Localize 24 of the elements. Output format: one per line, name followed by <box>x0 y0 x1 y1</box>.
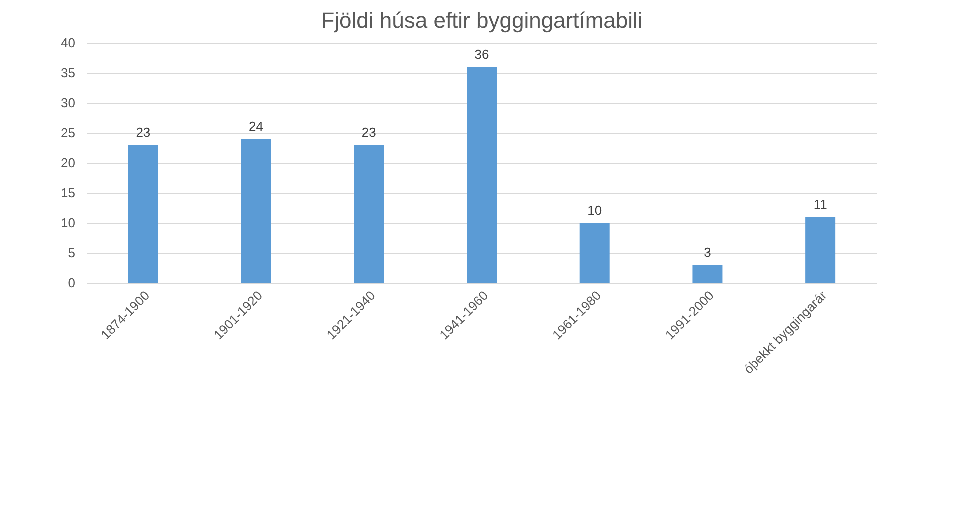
data-label: 10 <box>588 203 602 218</box>
data-label: 23 <box>136 125 151 140</box>
bar <box>467 67 497 283</box>
bar <box>128 145 158 283</box>
data-label: 24 <box>249 119 264 134</box>
y-tick-label: 35 <box>61 66 76 80</box>
bar <box>241 139 272 283</box>
y-tick-label: 10 <box>61 216 76 230</box>
bar <box>580 223 610 283</box>
chart-title: Fjöldi húsa eftir byggingartímabili <box>321 8 643 33</box>
data-label: 11 <box>814 197 828 212</box>
bar <box>354 145 384 283</box>
data-label: 36 <box>474 47 490 62</box>
data-label: 23 <box>362 125 376 140</box>
y-tick-label: 40 <box>61 36 76 50</box>
y-tick-label: 5 <box>68 246 76 260</box>
data-label: 3 <box>704 245 712 260</box>
y-tick-label: 15 <box>61 186 76 200</box>
y-tick-label: 25 <box>61 126 76 140</box>
bar <box>806 217 836 283</box>
y-tick-label: 30 <box>61 96 76 110</box>
y-tick-label: 20 <box>61 156 76 170</box>
y-tick-label: 0 <box>68 276 76 290</box>
bar <box>692 265 723 283</box>
